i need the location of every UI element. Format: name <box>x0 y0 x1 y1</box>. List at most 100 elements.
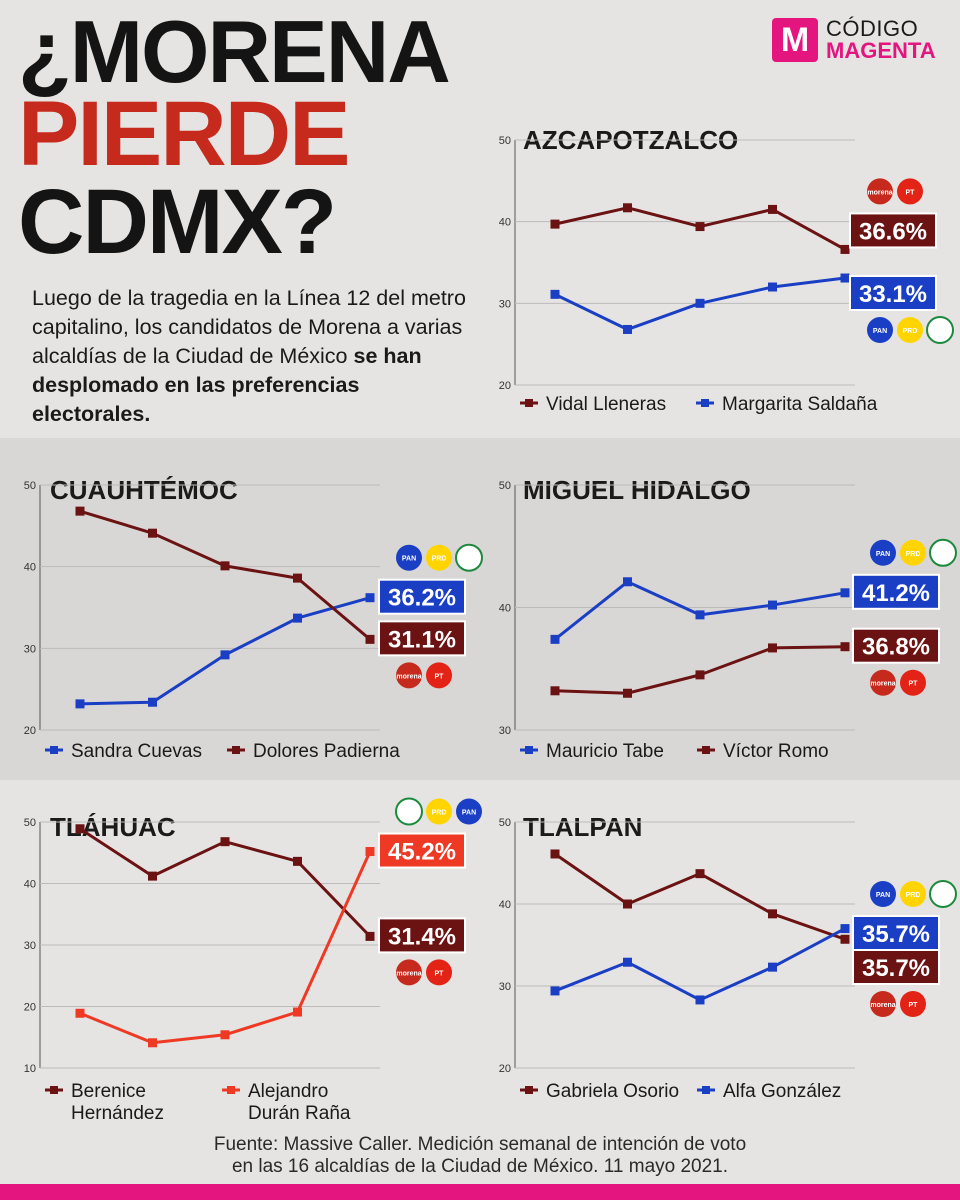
legend-label: Dolores Padierna <box>253 741 400 762</box>
party-prd-badge-label: PRD <box>906 892 921 899</box>
legend-label: Alejandro <box>248 1081 328 1102</box>
legend-label: Vidal Lleneras <box>546 394 666 415</box>
party-prd-icon <box>900 539 926 566</box>
data-point <box>293 856 302 866</box>
y-tick-label: 40 <box>499 217 511 229</box>
party-prd-icon <box>897 317 923 344</box>
legend-label: Mauricio Tabe <box>546 741 664 762</box>
party-morena-icon <box>396 662 422 689</box>
series-line-2 <box>554 927 846 1002</box>
data-point <box>550 849 560 859</box>
party-pri-badge-label: PRI <box>937 892 949 899</box>
background-band-middle <box>0 438 960 780</box>
chart-title: MIGUEL HIDALGO <box>523 475 751 505</box>
data-point <box>695 995 705 1005</box>
data-point <box>768 643 777 653</box>
value-label-box <box>378 578 466 615</box>
value-label-box <box>849 275 937 312</box>
legend-label: Sandra Cuevas <box>71 741 202 762</box>
party-pri-icon <box>929 538 957 567</box>
party-pan-badge-label: PAN <box>876 551 890 558</box>
party-morena-badge-label: morena <box>870 1002 895 1009</box>
data-point <box>840 642 850 652</box>
legend-marker <box>525 1086 533 1094</box>
chart-panel-5: TLALPAN 20 30 40 50 35.7% morena PT Gabriela Oso… <box>499 812 957 1102</box>
y-tick-label: 40 <box>499 899 511 911</box>
party-pt-badge-label: PT <box>435 970 445 977</box>
series-line-2 <box>79 850 372 1045</box>
y-tick-label: 30 <box>499 981 511 993</box>
data-point <box>840 588 850 598</box>
headline-line-3: CDMX? <box>18 171 337 273</box>
series-line-2 <box>79 509 371 641</box>
legend-marker <box>525 399 533 407</box>
data-point <box>220 561 230 571</box>
party-pan-badge-label: PAN <box>402 556 416 563</box>
data-point <box>840 934 850 944</box>
data-point <box>220 837 230 847</box>
y-tick-label: 50 <box>499 135 511 147</box>
legend-marker <box>232 746 240 754</box>
data-point <box>365 634 375 644</box>
party-pri-icon <box>455 543 483 572</box>
data-point <box>148 697 157 707</box>
value-label: 36.8% <box>862 634 930 661</box>
source-line-1: Fuente: Massive Caller. Medición semanal… <box>213 1134 747 1155</box>
y-tick-label: 30 <box>24 940 36 952</box>
value-label-box <box>849 212 937 249</box>
data-point <box>220 1030 230 1040</box>
legend-label: Margarita Saldaña <box>722 394 878 415</box>
party-prd-icon <box>900 881 926 907</box>
value-label-box <box>378 917 466 954</box>
legend-label: Víctor Romo <box>723 741 829 762</box>
party-morena-icon <box>870 669 896 696</box>
data-point <box>293 613 302 623</box>
value-label-box <box>378 620 466 657</box>
party-pt-icon <box>897 178 923 205</box>
legend-marker <box>702 1086 710 1094</box>
data-point <box>550 686 560 696</box>
data-point <box>768 204 777 214</box>
data-point <box>365 847 375 857</box>
y-tick-label: 50 <box>499 480 511 492</box>
party-prd-icon <box>426 798 452 825</box>
brand-logo[interactable]: M CÓDIGO MAGENTA <box>772 18 936 62</box>
party-pri-badge-label: PRI <box>403 810 415 817</box>
data-point <box>768 282 777 292</box>
y-tick-label: 20 <box>499 1063 511 1075</box>
party-pan-icon <box>456 798 482 825</box>
data-point <box>550 289 560 299</box>
party-prd-badge-label: PRD <box>432 810 447 817</box>
y-tick-label: 50 <box>499 817 511 829</box>
party-morena-icon <box>870 991 896 1017</box>
y-tick-label: 30 <box>499 298 511 310</box>
value-label-box <box>852 627 940 664</box>
chart-panel-4: TLÁHUAC 10 20 30 40 50 31.4% morena PT BereniceHe… <box>24 797 482 1124</box>
party-pan-badge-label: PAN <box>873 328 887 335</box>
y-tick-label: 20 <box>24 1002 36 1014</box>
data-point <box>550 634 560 644</box>
value-label: 31.4% <box>388 923 456 950</box>
party-morena-icon <box>396 959 422 986</box>
data-point <box>840 273 850 283</box>
value-label: 45.2% <box>388 839 456 866</box>
data-point <box>293 573 302 583</box>
source-line-2: en las 16 alcaldías de la Ciudad de Méxi… <box>231 1156 729 1177</box>
y-tick-label: 30 <box>24 643 36 655</box>
value-label: 31.1% <box>388 626 456 653</box>
party-prd-badge-label: PRD <box>906 551 921 558</box>
y-tick-label: 40 <box>24 879 36 891</box>
party-pt-icon <box>426 662 452 689</box>
party-morena-badge-label: morena <box>870 681 895 688</box>
legend-label: Berenice <box>71 1081 146 1102</box>
headline-line-2: PIERDE <box>18 83 351 185</box>
party-pt-icon <box>900 669 926 696</box>
party-pt-badge-label: PT <box>909 681 919 688</box>
y-tick-label: 40 <box>499 603 511 615</box>
data-point <box>75 824 85 834</box>
legend-marker <box>525 746 533 754</box>
data-point <box>75 506 85 516</box>
brand-bottom: MAGENTA <box>826 38 936 63</box>
series-line-1 <box>554 852 846 941</box>
